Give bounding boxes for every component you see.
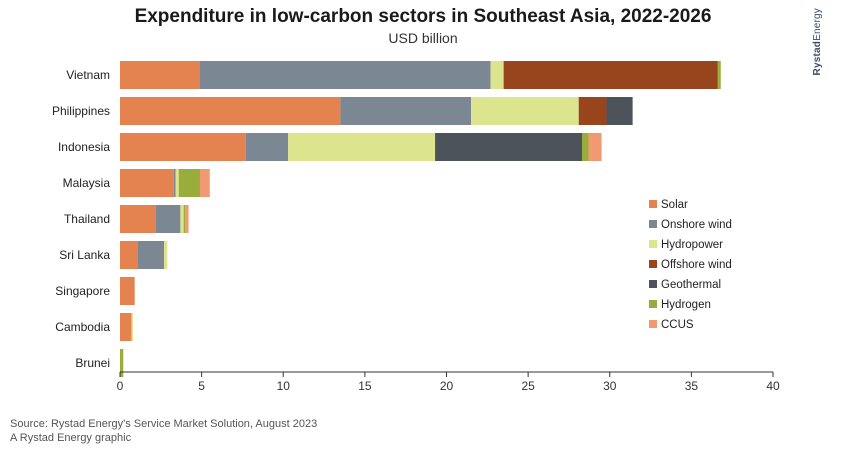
source-note: Source: Rystad Energy's Service Market S… bbox=[10, 418, 318, 430]
legend-swatch-hydropower bbox=[649, 240, 657, 248]
bar-malaysia-hydropower bbox=[175, 169, 179, 197]
x-tick-label-5: 5 bbox=[198, 379, 205, 393]
credit-note: A Rystad Energy graphic bbox=[10, 432, 132, 444]
legend-label-hydrogen: Hydrogen bbox=[661, 299, 711, 311]
bar-philippines-hydropower bbox=[470, 97, 579, 125]
bar-philippines-onshore-wind bbox=[340, 97, 471, 125]
bar-sri-lanka-onshore-wind bbox=[137, 241, 165, 269]
legend-label-geothermal: Geothermal bbox=[661, 279, 721, 291]
bar-philippines-geothermal bbox=[606, 97, 633, 125]
bar-philippines-solar bbox=[120, 97, 341, 125]
legend-label-solar: Solar bbox=[661, 199, 688, 211]
legend-label-offshore-wind: Offshore wind bbox=[661, 259, 732, 271]
bar-vietnam-offshore-wind bbox=[503, 61, 718, 89]
legend-swatch-onshore-wind bbox=[649, 220, 657, 228]
bar-thailand-onshore-wind bbox=[155, 205, 181, 233]
bar-philippines-offshore-wind bbox=[578, 97, 607, 125]
legend-swatch-offshore-wind bbox=[649, 260, 657, 268]
x-tick-label-0: 0 bbox=[117, 379, 124, 393]
x-tick-label-15: 15 bbox=[358, 379, 372, 393]
bar-brunei-hydrogen bbox=[120, 349, 124, 377]
category-label-cambodia: Cambodia bbox=[55, 320, 110, 334]
bar-indonesia-ccus bbox=[588, 133, 602, 161]
bar-vietnam-hydropower bbox=[490, 61, 504, 89]
x-tick-label-40: 40 bbox=[766, 379, 780, 393]
bar-indonesia-hydrogen bbox=[582, 133, 589, 161]
bar-malaysia-hydrogen bbox=[178, 169, 200, 197]
bar-indonesia-solar bbox=[120, 133, 246, 161]
bar-indonesia-geothermal bbox=[435, 133, 582, 161]
bar-sri-lanka-hydropower bbox=[164, 241, 168, 269]
bar-malaysia-ccus bbox=[199, 169, 210, 197]
legend-swatch-ccus bbox=[649, 320, 657, 328]
legend-swatch-hydrogen bbox=[649, 300, 657, 308]
category-label-vietnam: Vietnam bbox=[66, 68, 110, 82]
bar-thailand-hydropower bbox=[180, 205, 184, 233]
legend-label-hydropower: Hydropower bbox=[661, 239, 723, 251]
category-label-sri-lanka: Sri Lanka bbox=[59, 248, 110, 262]
x-tick-label-25: 25 bbox=[521, 379, 535, 393]
category-label-thailand: Thailand bbox=[64, 212, 110, 226]
category-label-brunei: Brunei bbox=[75, 356, 110, 370]
bar-thailand-hydrogen bbox=[183, 205, 186, 233]
bar-vietnam-onshore-wind bbox=[199, 61, 491, 89]
x-tick-label-35: 35 bbox=[685, 379, 699, 393]
legend-swatch-geothermal bbox=[649, 280, 657, 288]
bar-thailand-ccus bbox=[185, 205, 189, 233]
category-label-philippines: Philippines bbox=[52, 104, 110, 118]
chart-subtitle: USD billion bbox=[388, 30, 458, 46]
bar-indonesia-onshore-wind bbox=[245, 133, 289, 161]
x-tick-label-30: 30 bbox=[603, 379, 617, 393]
bar-cambodia-hydropower bbox=[131, 313, 134, 341]
x-tick-label-20: 20 bbox=[440, 379, 454, 393]
category-label-indonesia: Indonesia bbox=[58, 140, 110, 154]
category-label-malaysia: Malaysia bbox=[63, 176, 111, 190]
bar-malaysia-onshore-wind bbox=[173, 169, 176, 197]
x-tick-label-10: 10 bbox=[277, 379, 291, 393]
chart-title: Expenditure in low-carbon sectors in Sou… bbox=[134, 6, 712, 27]
bar-vietnam-hydrogen bbox=[717, 61, 721, 89]
bar-sri-lanka-solar bbox=[120, 241, 138, 269]
legend-label-onshore-wind: Onshore wind bbox=[661, 219, 732, 231]
bar-thailand-solar bbox=[120, 205, 156, 233]
category-label-singapore: Singapore bbox=[55, 284, 110, 298]
bar-singapore-solar bbox=[120, 277, 135, 305]
bar-vietnam-solar bbox=[120, 61, 200, 89]
legend-label-ccus: CCUS bbox=[661, 319, 694, 331]
bar-indonesia-hydropower bbox=[288, 133, 436, 161]
legend-swatch-solar bbox=[649, 200, 657, 208]
bar-malaysia-solar bbox=[120, 169, 174, 197]
bar-cambodia-solar bbox=[120, 313, 132, 341]
